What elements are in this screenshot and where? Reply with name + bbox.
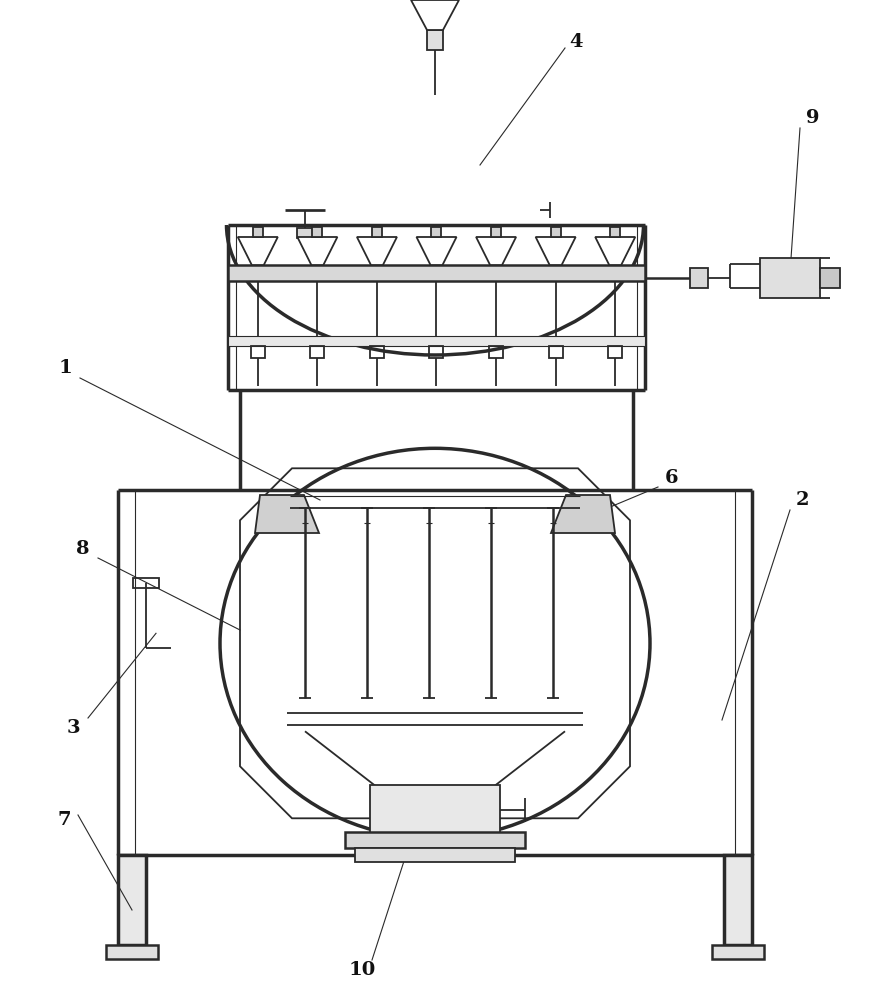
Bar: [250, 346, 264, 358]
Bar: [106, 945, 158, 959]
Text: 8: 8: [76, 540, 90, 558]
Text: 7: 7: [57, 811, 70, 829]
Polygon shape: [237, 237, 277, 265]
Text: 9: 9: [806, 109, 819, 127]
Text: 3: 3: [66, 719, 80, 737]
Text: 2: 2: [794, 491, 808, 509]
Bar: [372, 227, 381, 237]
Bar: [760, 258, 819, 298]
Bar: [312, 227, 322, 237]
Bar: [310, 346, 324, 358]
Bar: [118, 855, 146, 945]
Bar: [490, 227, 501, 237]
Text: 4: 4: [568, 33, 582, 51]
Polygon shape: [410, 0, 459, 30]
Bar: [609, 227, 620, 237]
Bar: [296, 228, 313, 238]
Polygon shape: [297, 237, 337, 265]
Bar: [253, 227, 262, 237]
Bar: [133, 578, 159, 588]
Bar: [689, 268, 707, 288]
Polygon shape: [594, 237, 634, 265]
Bar: [427, 30, 442, 50]
Polygon shape: [475, 237, 515, 265]
Bar: [548, 346, 562, 358]
Bar: [369, 785, 500, 840]
Bar: [431, 227, 441, 237]
Bar: [369, 346, 383, 358]
Bar: [488, 346, 502, 358]
Bar: [711, 945, 763, 959]
Text: 10: 10: [348, 961, 375, 979]
Bar: [429, 346, 443, 358]
Bar: [607, 346, 621, 358]
Bar: [723, 855, 751, 945]
Bar: [355, 848, 514, 862]
Bar: [550, 227, 560, 237]
Polygon shape: [550, 495, 614, 533]
Polygon shape: [255, 495, 319, 533]
Text: 6: 6: [665, 469, 678, 487]
Polygon shape: [356, 237, 396, 265]
Text: 1: 1: [58, 359, 72, 377]
Bar: [345, 832, 524, 848]
Bar: [819, 268, 839, 288]
Polygon shape: [416, 237, 456, 265]
Bar: [228, 336, 644, 346]
Polygon shape: [535, 237, 575, 265]
Bar: [228, 265, 644, 281]
